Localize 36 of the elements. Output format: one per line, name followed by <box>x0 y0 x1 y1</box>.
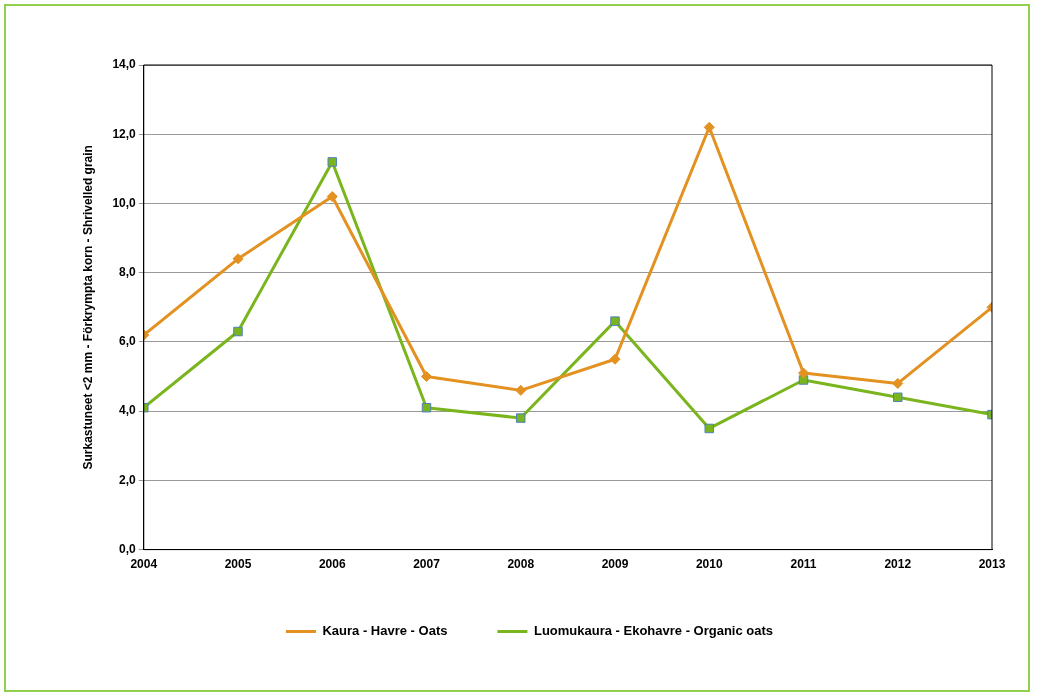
y-tick-label: 10,0 <box>112 195 137 210</box>
y-tick-label: 14,0 <box>112 57 137 72</box>
point <box>327 157 337 167</box>
x-tick-label: 2008 <box>507 557 535 572</box>
point <box>610 316 620 326</box>
y-tick-label: 2,0 <box>119 472 137 487</box>
legend-label: Luomukaura - Ekohavre - Organic oats <box>533 623 774 639</box>
legend-label: Kaura - Havre - Oats <box>322 623 448 639</box>
x-tick-label: 2013 <box>978 557 1006 572</box>
x-tick-label: 2012 <box>884 557 912 572</box>
point <box>233 326 243 337</box>
point <box>609 353 621 365</box>
y-tick-label: 6,0 <box>119 334 137 349</box>
y-tick-label: 8,0 <box>119 265 137 279</box>
point <box>232 253 244 265</box>
x-tick-label: 2007 <box>413 557 441 572</box>
point <box>798 367 809 379</box>
y-tick-label: 4,0 <box>119 403 137 418</box>
x-tick-label: 2010 <box>695 557 723 572</box>
x-tick-label: 2005 <box>224 557 252 572</box>
point <box>893 392 903 403</box>
point <box>421 402 432 413</box>
point <box>516 413 526 423</box>
x-tick-label: 2011 <box>790 557 817 572</box>
x-tick-label: 2004 <box>130 557 158 572</box>
x-tick-label: 2009 <box>601 557 629 572</box>
point <box>704 423 714 434</box>
point <box>515 384 527 396</box>
point <box>703 121 715 133</box>
y-tick-label: 12,0 <box>112 126 137 141</box>
y-axis-title: Surkastuneet <2 mm - Förkrympta korn - Shrivelled grain <box>80 145 95 470</box>
point <box>421 371 432 383</box>
point <box>892 377 904 389</box>
point <box>326 191 338 203</box>
x-tick-label: 2006 <box>318 557 346 572</box>
y-tick-label: 0,0 <box>119 541 137 556</box>
